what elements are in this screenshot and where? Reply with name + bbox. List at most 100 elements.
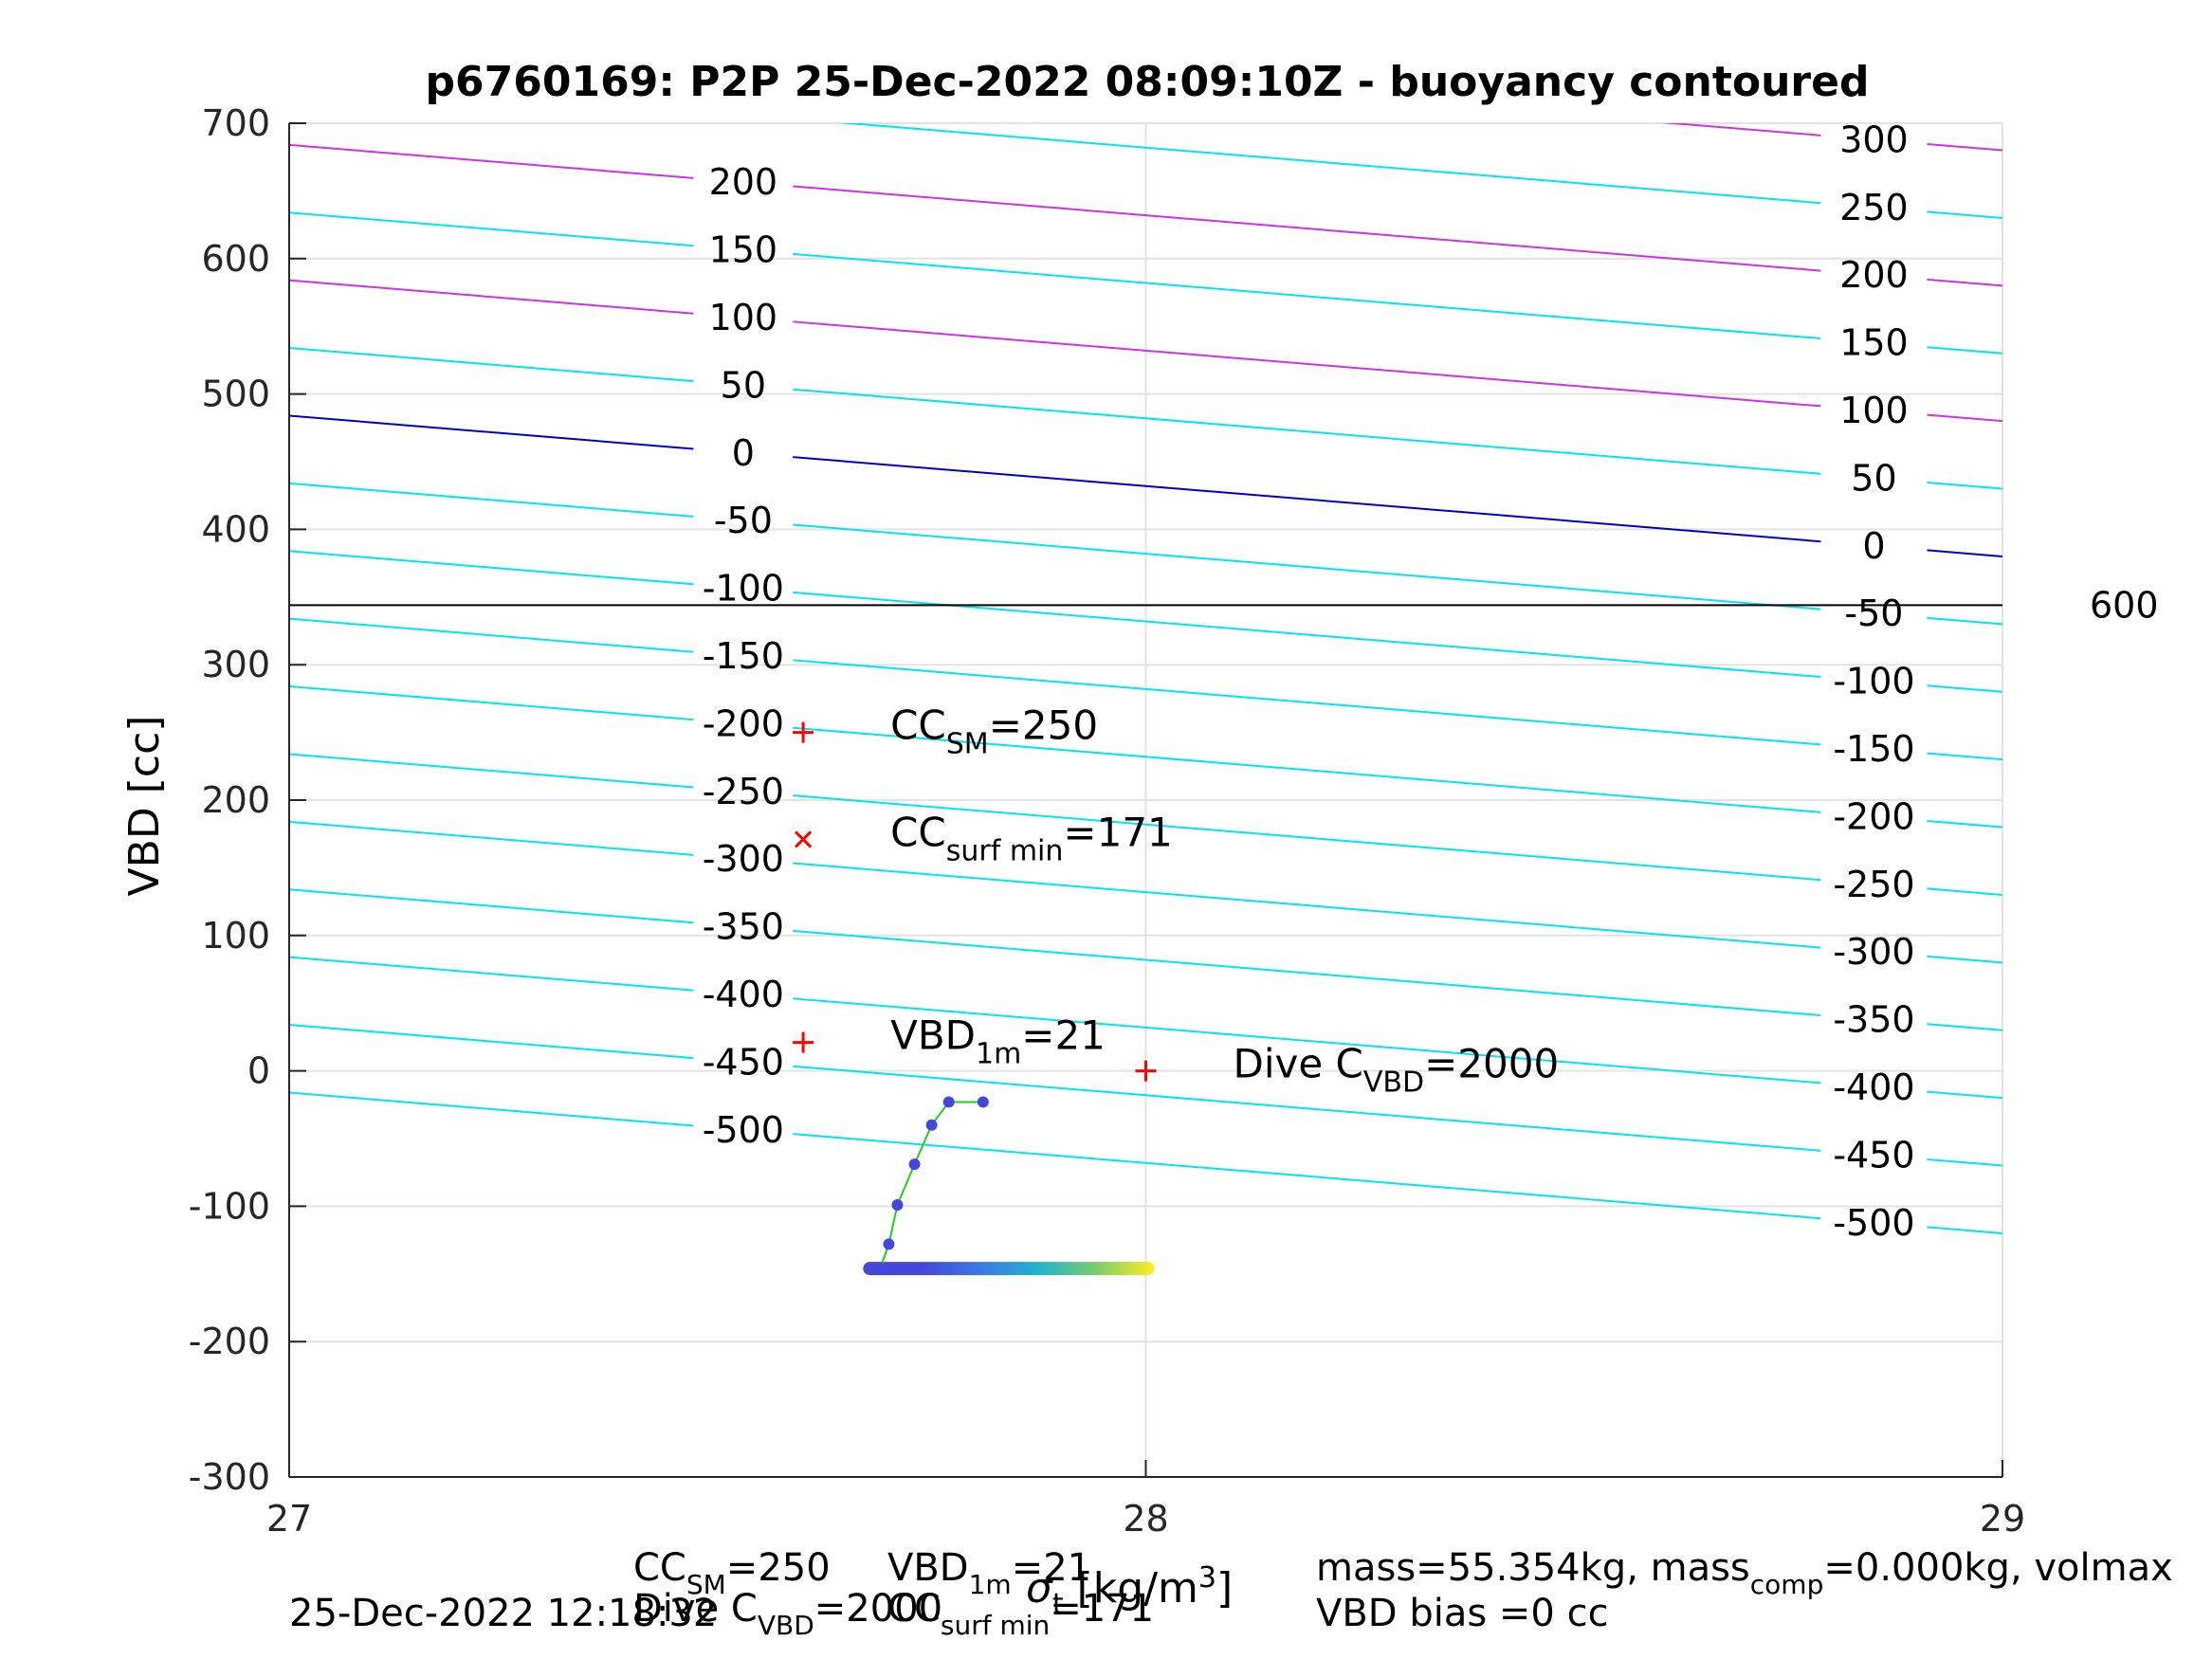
footer-vbd-bias: VBD bias =0 cc <box>1316 1592 1609 1635</box>
contour-label-left: -350 <box>703 906 784 948</box>
contour-line <box>1927 1158 2002 1167</box>
x-tick-label: 29 <box>1980 1498 2025 1540</box>
contour-line <box>793 726 1821 813</box>
contour-label-left: -400 <box>703 974 784 1015</box>
contour-line <box>289 347 694 383</box>
marker-label: CCsurf min=171 <box>890 809 1173 867</box>
contour-line <box>793 185 1821 272</box>
contour-line <box>289 1024 694 1060</box>
footer-mass: mass=55.354kg, masscomp=0.000kg, volmax <box>1316 1546 2173 1600</box>
contour-line <box>793 388 1821 475</box>
track-point <box>908 1158 921 1171</box>
y-tick-label: -300 <box>189 1456 270 1498</box>
contour-label-right: -200 <box>1833 795 1914 837</box>
marker-label: VBD1m=21 <box>890 1012 1106 1071</box>
footer: 25-Dec-2022 12:18:32 CCSM=250 Dive CVBD=… <box>289 1546 2173 1641</box>
contour-line <box>289 143 694 179</box>
contour-label-right: -250 <box>1833 864 1914 905</box>
chart-title: p6760169: P2P 25-Dec-2022 08:09:10Z - bu… <box>426 58 1870 106</box>
contour-line <box>793 1133 1821 1220</box>
contour-label-right: -350 <box>1833 999 1914 1041</box>
contour-label-left: 100 <box>709 297 778 338</box>
contour-label-right: -400 <box>1833 1066 1914 1108</box>
contour-line <box>1927 413 2002 423</box>
contour-label-left: 200 <box>709 161 778 203</box>
x-tick-label: 27 <box>266 1498 312 1540</box>
contour-line <box>289 617 694 653</box>
contour-line <box>793 997 1821 1085</box>
y-axis-label: VBD [cc] <box>120 716 169 897</box>
contour-line <box>793 523 1821 611</box>
track-bottom-band <box>863 1262 1155 1276</box>
track-point <box>874 1263 887 1275</box>
y-tick-label: 700 <box>201 102 270 144</box>
contour-line <box>289 482 694 518</box>
marker-label: Dive CVBD=2000 <box>1234 1041 1560 1100</box>
y-tick-label: 0 <box>247 1050 270 1092</box>
track-point <box>977 1096 989 1108</box>
y-tick-label: 200 <box>201 779 270 821</box>
contour-line <box>793 929 1821 1017</box>
y-tick-label: -200 <box>189 1321 270 1362</box>
contour-label-left: 0 <box>732 432 755 474</box>
contour-line <box>289 685 694 721</box>
contour-label-right: -150 <box>1833 728 1914 770</box>
contour-label-left: -250 <box>703 771 784 812</box>
contour-line <box>1927 1023 2002 1031</box>
contour-line <box>289 1091 694 1127</box>
contour-line <box>793 1065 1821 1152</box>
contour-line <box>289 414 694 450</box>
contour-line <box>1927 143 2002 152</box>
contour-line <box>793 252 1821 340</box>
contour-line-group <box>289 123 2002 1234</box>
contour-line <box>1927 278 2002 287</box>
contour-line <box>289 888 694 924</box>
x-axis-label: σt [kg/m3] <box>1026 1561 1233 1621</box>
marker-cross <box>795 830 813 848</box>
contour-label-right: 300 <box>1839 118 1909 160</box>
footer-cc-surf-min: CCsurf min=171 <box>887 1587 1154 1641</box>
data-track <box>863 1096 1155 1276</box>
contour-label-left: -50 <box>714 500 773 541</box>
footer-dive-cvbd: Dive CVBD=2000 <box>633 1587 942 1641</box>
contour-line <box>793 862 1821 949</box>
contour-label-right: -100 <box>1833 661 1914 702</box>
contour-line <box>289 820 694 856</box>
footer-vbd-1m: VBD1m=21 <box>887 1546 1091 1600</box>
contour-label-right: 50 <box>1851 457 1896 499</box>
contour-line <box>1927 1226 2002 1234</box>
contour-line <box>1927 887 2002 896</box>
contour-line <box>793 659 1821 746</box>
reference-line-label: 600 <box>2090 584 2159 626</box>
contour-label-right: -450 <box>1833 1134 1914 1176</box>
contour-line <box>793 320 1821 408</box>
y-tick-label: 600 <box>201 238 270 280</box>
contour-line <box>1927 346 2002 355</box>
contour-line <box>1927 684 2002 693</box>
contour-line <box>1927 482 2002 490</box>
track-point <box>891 1198 904 1211</box>
contour-label-right: -300 <box>1833 931 1914 973</box>
contour-line <box>1927 752 2002 761</box>
contour-line <box>1927 616 2002 626</box>
footer-timestamp: 25-Dec-2022 12:18:32 <box>289 1592 717 1635</box>
contour-label-right: 150 <box>1839 322 1909 364</box>
grid <box>288 122 2003 1478</box>
marker-plus <box>793 721 814 743</box>
contour-label-left: -500 <box>703 1109 784 1151</box>
contour-label-right: 0 <box>1862 525 1885 567</box>
y-tick-label: 300 <box>201 644 270 685</box>
marker-plus <box>793 1031 814 1053</box>
contour-line <box>793 456 1821 543</box>
contour-line <box>793 794 1821 882</box>
contour-line <box>793 591 1821 679</box>
contour-lines: -500-500-450-450-400-400-350-350-300-300… <box>289 118 2002 1244</box>
track-point <box>925 1119 938 1131</box>
contour-label-right: 100 <box>1839 390 1909 431</box>
contour-label-right: 200 <box>1839 254 1909 296</box>
contour-label-left: -300 <box>703 838 784 880</box>
track-point <box>883 1238 895 1250</box>
